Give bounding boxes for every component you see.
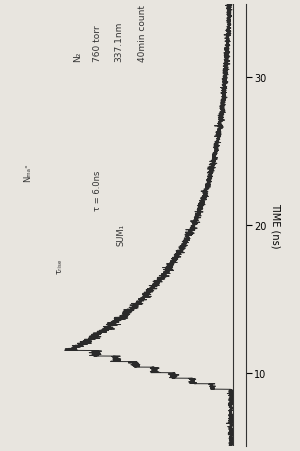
Text: N₂: N₂ bbox=[74, 51, 82, 62]
Y-axis label: TIME (ns): TIME (ns) bbox=[271, 203, 281, 248]
Text: Nₘₐˣ: Nₘₐˣ bbox=[23, 163, 32, 182]
Text: τ = 6.0ns: τ = 6.0ns bbox=[93, 170, 102, 210]
Text: SUM₁: SUM₁ bbox=[117, 223, 126, 245]
Text: τᵣᵢₛₑ: τᵣᵢₛₑ bbox=[54, 258, 63, 273]
Text: 337.1nm: 337.1nm bbox=[114, 22, 123, 62]
Text: 40min count: 40min count bbox=[138, 5, 147, 62]
Text: 760 torr: 760 torr bbox=[93, 25, 102, 62]
